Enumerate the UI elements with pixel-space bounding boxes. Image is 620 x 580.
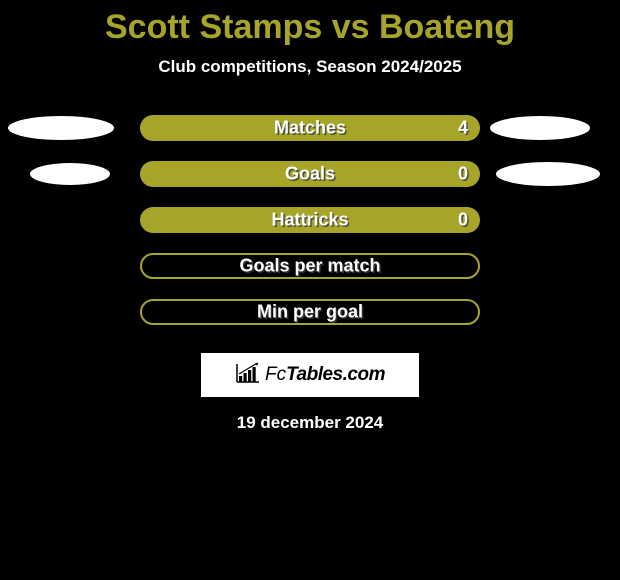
player-right-marker xyxy=(490,116,590,140)
stat-bar: Matches 4 xyxy=(140,115,480,141)
stat-label: Matches xyxy=(274,118,346,139)
stat-row: Hattricks 0 xyxy=(0,197,620,243)
stat-row: Goals per match xyxy=(0,243,620,289)
stat-bar: Min per goal xyxy=(140,299,480,325)
logo-prefix: Fc xyxy=(265,364,286,385)
stat-row: Min per goal xyxy=(0,289,620,335)
stat-label: Hattricks xyxy=(271,210,348,231)
stats-area: Matches 4 Goals 0 Hattricks 0 Goals per match M… xyxy=(0,105,620,335)
stat-label: Goals xyxy=(285,164,335,185)
logo-text: FcTables.com xyxy=(265,364,385,386)
stat-value-right: 4 xyxy=(458,118,468,139)
bar-chart-icon xyxy=(235,362,261,389)
comparison-title: Scott Stamps vs Boateng xyxy=(0,0,620,47)
stat-label: Min per goal xyxy=(257,302,363,323)
stat-row: Goals 0 xyxy=(0,151,620,197)
stat-label: Goals per match xyxy=(239,256,380,277)
player-right-marker xyxy=(496,162,600,186)
fctables-logo: FcTables.com xyxy=(201,353,419,397)
comparison-subtitle: Club competitions, Season 2024/2025 xyxy=(0,57,620,77)
player-left-marker xyxy=(8,116,114,140)
logo-main-text: Tables.com xyxy=(286,364,385,385)
snapshot-date: 19 december 2024 xyxy=(0,413,620,433)
stat-bar: Goals 0 xyxy=(140,161,480,187)
stat-value-right: 0 xyxy=(458,164,468,185)
stat-bar: Hattricks 0 xyxy=(140,207,480,233)
player-left-marker xyxy=(30,163,110,185)
stat-row: Matches 4 xyxy=(0,105,620,151)
stat-bar: Goals per match xyxy=(140,253,480,279)
stat-value-right: 0 xyxy=(458,210,468,231)
